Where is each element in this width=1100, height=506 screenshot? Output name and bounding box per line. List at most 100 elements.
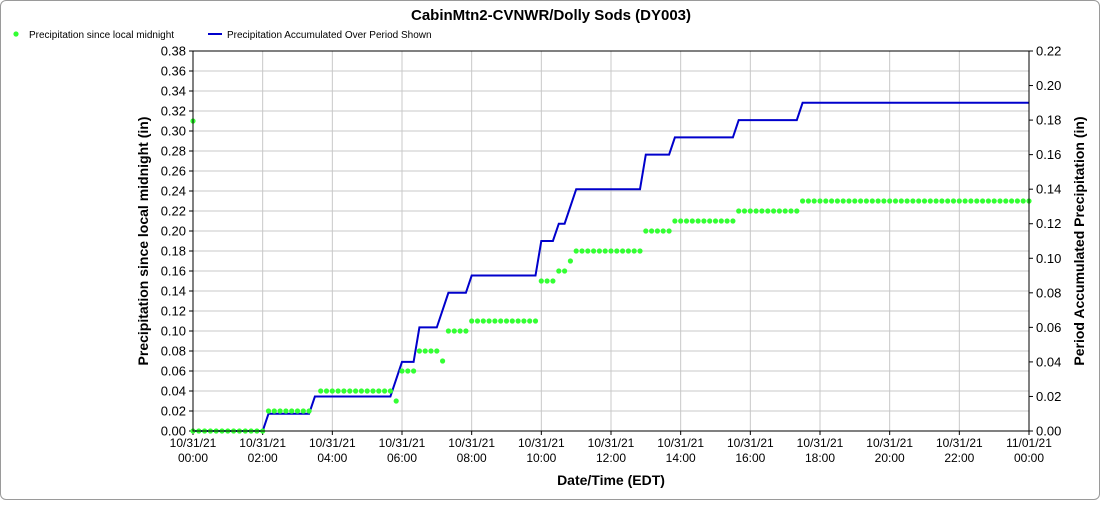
y-tick-label: 0.20 (161, 224, 186, 239)
y2-tick-label: 0.00 (1036, 424, 1061, 439)
data-point (800, 198, 806, 204)
data-point (921, 198, 928, 204)
y-tick-label: 0.32 (161, 104, 186, 119)
x-axis-label: Date/Time (EDT) (557, 472, 665, 488)
data-point (707, 218, 713, 224)
data-point (741, 208, 748, 214)
y-axis-left-label: Precipitation since local midnight (in) (135, 117, 151, 366)
x-tick-date-label: 10/31/21 (588, 436, 635, 450)
data-point (753, 208, 759, 214)
y2-tick-label: 0.10 (1036, 251, 1061, 266)
x-tick-date-label: 10/31/21 (657, 436, 704, 450)
y-tick-label: 0.16 (161, 264, 186, 279)
data-point (434, 348, 440, 354)
data-point (283, 408, 289, 414)
data-point (503, 318, 510, 324)
y-tick-label: 0.18 (161, 244, 186, 259)
data-point (997, 198, 1003, 204)
data-point (550, 278, 556, 284)
data-point (823, 198, 829, 204)
data-point (695, 218, 701, 224)
data-point (840, 198, 846, 204)
data-point (399, 368, 405, 374)
x-tick-time-label: 20:00 (875, 451, 905, 465)
data-point (393, 398, 399, 404)
y-tick-label: 0.38 (161, 44, 186, 59)
y-tick-label: 0.00 (161, 424, 186, 439)
data-point (1014, 198, 1021, 204)
y-tick-label: 0.06 (161, 364, 186, 379)
y2-tick-label: 0.08 (1036, 285, 1061, 300)
y-tick-label: 0.28 (161, 144, 186, 159)
y-tick-label: 0.26 (161, 164, 186, 179)
x-tick-time-label: 02:00 (248, 451, 278, 465)
data-point (306, 408, 312, 414)
data-point (869, 198, 875, 204)
data-point (939, 198, 945, 204)
x-tick-time-label: 12:00 (596, 451, 626, 465)
data-point (678, 218, 684, 224)
data-point (747, 208, 753, 214)
data-point (991, 198, 997, 204)
y2-tick-label: 0.02 (1036, 389, 1061, 404)
data-point (509, 318, 515, 324)
data-point (602, 248, 608, 254)
data-point (596, 248, 603, 254)
data-point (405, 368, 411, 374)
x-tick-date-label: 10/31/21 (309, 436, 356, 450)
y2-tick-label: 0.04 (1036, 354, 1061, 369)
data-point (318, 388, 324, 394)
x-axis: 10/31/2100:0010/31/2102:0010/31/2104:001… (170, 431, 1052, 465)
data-point (498, 318, 504, 324)
data-point (805, 198, 812, 204)
data-point (701, 218, 707, 224)
data-point (765, 208, 771, 214)
data-point (289, 408, 295, 414)
grid (192, 50, 1030, 432)
legend-points-marker (13, 31, 19, 37)
x-tick-time-label: 00:00 (1014, 451, 1044, 465)
data-point (556, 268, 562, 274)
accumulated-series (193, 101, 1029, 432)
data-point (834, 198, 841, 204)
data-point (980, 198, 986, 204)
x-tick-date-label: 10/31/21 (797, 436, 844, 450)
data-point (950, 198, 957, 204)
x-tick-time-label: 16:00 (735, 451, 765, 465)
data-point (562, 268, 568, 274)
data-point (277, 408, 283, 414)
data-point (927, 198, 933, 204)
data-point (532, 318, 539, 324)
y2-tick-label: 0.06 (1036, 320, 1061, 335)
data-point (945, 198, 951, 204)
x-tick-time-label: 22:00 (944, 451, 974, 465)
data-point (451, 328, 457, 334)
data-point (469, 318, 475, 324)
data-point (689, 218, 695, 224)
data-point (666, 228, 672, 234)
data-point (486, 318, 492, 324)
data-point (620, 248, 626, 254)
x-tick-time-label: 10:00 (526, 451, 556, 465)
data-point (1020, 198, 1026, 204)
data-point (625, 248, 632, 254)
data-point (875, 198, 881, 204)
data-point (736, 208, 742, 214)
data-point (858, 198, 864, 204)
plot-border (192, 50, 1030, 432)
data-point (265, 408, 272, 414)
x-tick-time-label: 00:00 (178, 451, 208, 465)
data-point (428, 348, 434, 354)
data-point (463, 328, 469, 334)
x-tick-date-label: 10/31/21 (170, 436, 217, 450)
x-tick-date-label: 10/31/21 (379, 436, 426, 450)
y-tick-label: 0.10 (161, 324, 186, 339)
data-point (933, 198, 939, 204)
data-point (364, 388, 370, 394)
data-point (567, 258, 574, 264)
data-point (1009, 198, 1015, 204)
x-tick-date-label: 10/31/21 (239, 436, 286, 450)
data-point (492, 318, 498, 324)
